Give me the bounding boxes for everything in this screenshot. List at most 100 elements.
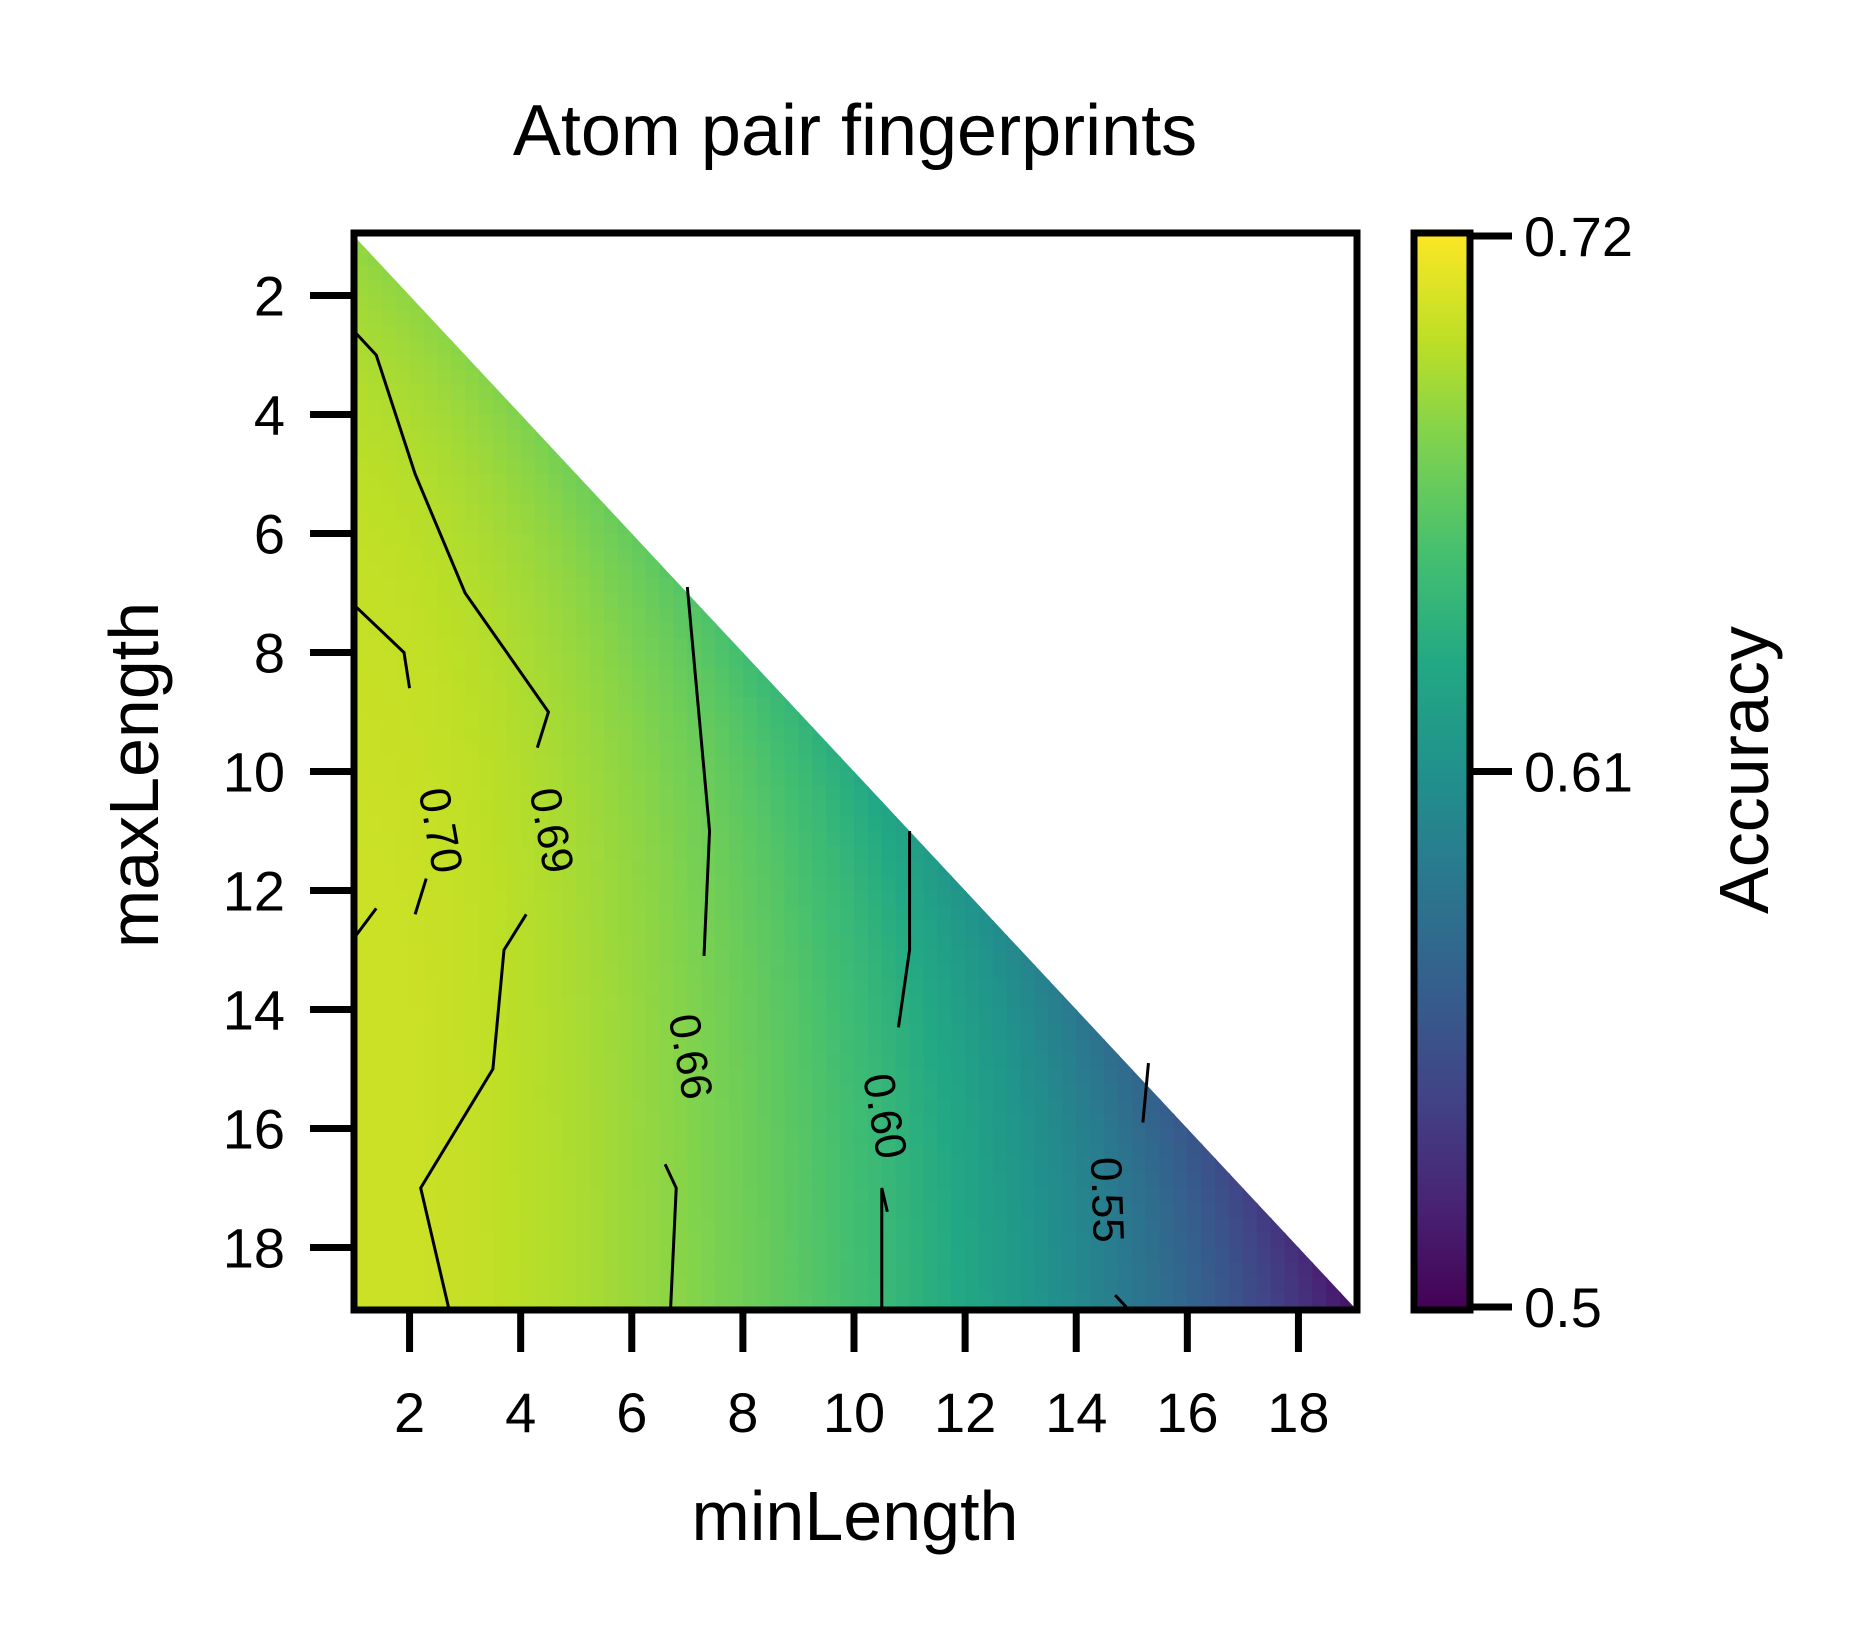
heatmap-cell — [701, 1173, 717, 1189]
heatmap-cell — [506, 1217, 522, 1234]
heatmap-cell — [548, 712, 564, 728]
heatmap-cell — [687, 726, 703, 743]
heatmap-cell — [812, 890, 828, 907]
heatmap-cell — [590, 994, 605, 1011]
heatmap-cell — [381, 265, 397, 282]
heatmap-cell — [479, 593, 494, 609]
heatmap-cell — [1284, 1292, 1300, 1307]
heatmap-cell — [534, 1158, 550, 1175]
heatmap-cell — [367, 563, 383, 580]
heatmap-cell — [604, 682, 619, 699]
heatmap-cell — [826, 1039, 842, 1056]
heatmap-cell — [687, 1262, 703, 1279]
heatmap-cell — [1062, 1113, 1078, 1130]
heatmap-cell — [451, 920, 467, 937]
heatmap-cell — [534, 652, 550, 669]
heatmap-cell — [798, 920, 814, 937]
heatmap-cell — [506, 637, 522, 654]
heatmap-cell — [687, 935, 703, 951]
heatmap-cell — [770, 697, 786, 713]
heatmap-cell — [451, 593, 467, 609]
heatmap-cell — [937, 1098, 953, 1115]
heatmap-cell — [937, 1292, 953, 1307]
heatmap-cell — [576, 1158, 592, 1175]
heatmap-cell — [367, 935, 383, 951]
heatmap-cell — [895, 875, 911, 892]
heatmap-cell — [1298, 1262, 1314, 1279]
heatmap-cell — [451, 622, 467, 639]
heatmap-cell — [451, 845, 467, 862]
heatmap-cell — [548, 1173, 564, 1189]
heatmap-cell — [604, 979, 619, 996]
heatmap-cell — [1034, 950, 1050, 966]
heatmap-cell — [715, 1173, 730, 1189]
heatmap-cell — [645, 979, 661, 996]
heatmap-cell — [534, 741, 550, 758]
heatmap-cell — [548, 488, 564, 505]
heatmap-cell — [409, 325, 425, 342]
heatmap-cell — [1034, 1113, 1050, 1130]
heatmap-cell — [1131, 1143, 1147, 1160]
heatmap-cell — [1215, 1143, 1230, 1160]
heatmap-cell — [576, 593, 592, 609]
heatmap-cell — [867, 1217, 883, 1234]
heatmap-cell — [409, 622, 425, 639]
heatmap-cell — [1159, 1292, 1175, 1307]
heatmap-cell — [1117, 1262, 1133, 1279]
heatmap-cell — [798, 1262, 814, 1279]
heatmap-cell — [617, 726, 633, 743]
heatmap-cell — [576, 964, 592, 981]
heatmap-cell — [576, 801, 592, 818]
contour-line-0.55 — [1114, 1294, 1128, 1309]
heatmap-cell — [381, 444, 397, 461]
heatmap-cell — [965, 905, 980, 922]
heatmap-cell — [895, 935, 911, 951]
heatmap-cell — [659, 1113, 675, 1130]
heatmap-cell — [354, 816, 369, 832]
heatmap-cell — [1062, 1143, 1078, 1160]
heatmap-cell — [479, 1024, 494, 1041]
heatmap-cell — [687, 1202, 703, 1219]
heatmap-cell — [604, 1009, 619, 1026]
heatmap-cell — [687, 875, 703, 892]
heatmap-cell — [548, 935, 564, 951]
heatmap-cell — [381, 1292, 397, 1307]
heatmap-cell — [631, 1069, 647, 1085]
heatmap-cell — [1187, 1202, 1203, 1219]
heatmap-cell — [506, 816, 522, 832]
heatmap-cell — [854, 1128, 869, 1145]
heatmap-cell — [701, 1143, 717, 1160]
heatmap-cell — [409, 756, 425, 773]
heatmap-cell — [381, 340, 397, 356]
heatmap-cell — [645, 1128, 661, 1145]
heatmap-cell — [701, 697, 717, 713]
heatmap-cell — [437, 325, 453, 342]
colorbar-tick-label: 0.5 — [1524, 1276, 1602, 1339]
heatmap-cell — [395, 994, 411, 1011]
heatmap-cell — [562, 1173, 578, 1189]
heatmap-cell — [854, 1217, 869, 1234]
heatmap-cell — [715, 1128, 730, 1145]
heatmap-cell — [617, 1113, 633, 1130]
heatmap-cell — [423, 1069, 439, 1085]
heatmap-cell — [590, 831, 605, 847]
heatmap-cell — [423, 429, 439, 446]
heatmap-cell — [506, 607, 522, 624]
heatmap-cell — [645, 890, 661, 907]
heatmap-cell — [534, 1292, 550, 1307]
heatmap-cell — [923, 1009, 939, 1026]
heatmap-cell — [534, 979, 550, 996]
heatmap-cell — [631, 964, 647, 981]
heatmap-cell — [854, 1039, 869, 1056]
heatmap-cell — [395, 1158, 411, 1175]
heatmap-cell — [715, 712, 730, 728]
heatmap-cell — [645, 578, 661, 594]
heatmap-cell — [562, 712, 578, 728]
heatmap-cell — [1076, 1262, 1092, 1279]
heatmap-cell — [715, 697, 730, 713]
heatmap-cell — [659, 1247, 675, 1264]
heatmap-cell — [437, 1009, 453, 1026]
heatmap-cell — [548, 1039, 564, 1056]
heatmap-cell — [479, 845, 494, 862]
